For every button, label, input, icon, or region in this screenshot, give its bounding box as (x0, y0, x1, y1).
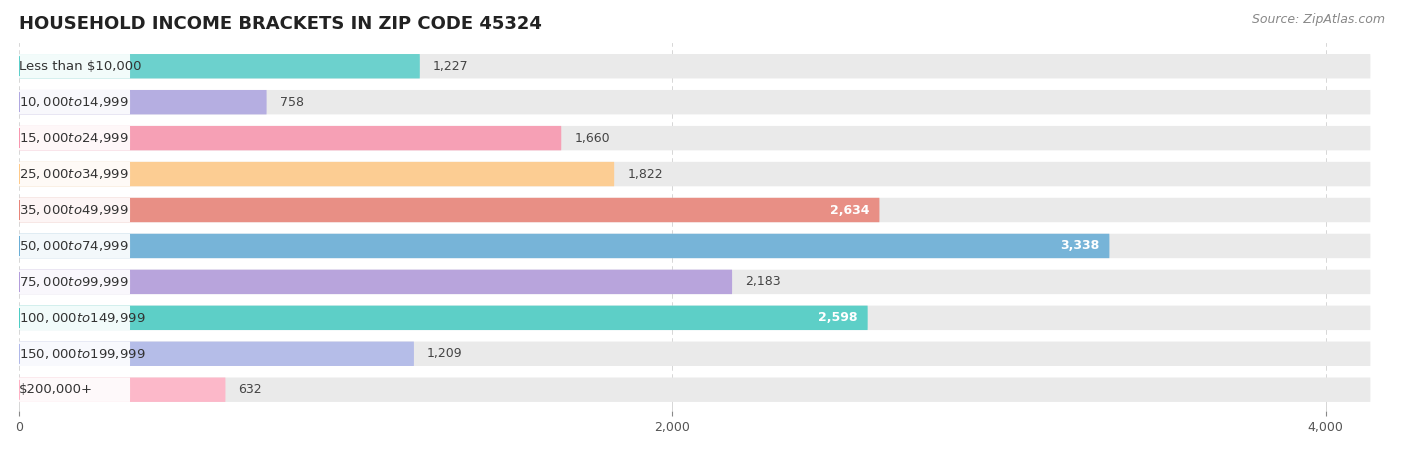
Text: 2,598: 2,598 (818, 311, 858, 324)
Text: $200,000+: $200,000+ (20, 383, 93, 396)
Text: 2,183: 2,183 (745, 275, 780, 288)
FancyBboxPatch shape (20, 162, 131, 186)
FancyBboxPatch shape (20, 378, 225, 402)
FancyBboxPatch shape (20, 198, 1371, 222)
Text: 1,660: 1,660 (574, 132, 610, 145)
Text: 1,209: 1,209 (427, 347, 463, 360)
FancyBboxPatch shape (20, 90, 267, 114)
FancyBboxPatch shape (20, 162, 614, 186)
FancyBboxPatch shape (20, 270, 733, 294)
FancyBboxPatch shape (20, 270, 1371, 294)
Text: $150,000 to $199,999: $150,000 to $199,999 (20, 347, 146, 361)
Text: $15,000 to $24,999: $15,000 to $24,999 (20, 131, 129, 145)
FancyBboxPatch shape (20, 342, 131, 366)
FancyBboxPatch shape (20, 234, 131, 258)
FancyBboxPatch shape (20, 342, 1371, 366)
Text: $25,000 to $34,999: $25,000 to $34,999 (20, 167, 129, 181)
Text: $50,000 to $74,999: $50,000 to $74,999 (20, 239, 129, 253)
Text: 1,822: 1,822 (627, 167, 662, 180)
Text: $100,000 to $149,999: $100,000 to $149,999 (20, 311, 146, 325)
FancyBboxPatch shape (20, 126, 131, 150)
Text: 632: 632 (239, 383, 262, 396)
FancyBboxPatch shape (20, 234, 1371, 258)
FancyBboxPatch shape (20, 54, 131, 79)
FancyBboxPatch shape (20, 90, 131, 114)
Text: $10,000 to $14,999: $10,000 to $14,999 (20, 95, 129, 109)
FancyBboxPatch shape (20, 54, 1371, 79)
FancyBboxPatch shape (20, 270, 131, 294)
FancyBboxPatch shape (20, 306, 868, 330)
Text: 2,634: 2,634 (830, 203, 870, 216)
FancyBboxPatch shape (20, 342, 413, 366)
FancyBboxPatch shape (20, 234, 1109, 258)
FancyBboxPatch shape (20, 198, 131, 222)
FancyBboxPatch shape (20, 306, 131, 330)
Text: Source: ZipAtlas.com: Source: ZipAtlas.com (1251, 13, 1385, 26)
FancyBboxPatch shape (20, 306, 1371, 330)
FancyBboxPatch shape (20, 378, 131, 402)
FancyBboxPatch shape (20, 198, 879, 222)
FancyBboxPatch shape (20, 54, 420, 79)
Text: HOUSEHOLD INCOME BRACKETS IN ZIP CODE 45324: HOUSEHOLD INCOME BRACKETS IN ZIP CODE 45… (20, 15, 541, 33)
Text: 3,338: 3,338 (1060, 239, 1099, 252)
Text: $75,000 to $99,999: $75,000 to $99,999 (20, 275, 129, 289)
Text: 1,227: 1,227 (433, 60, 468, 73)
FancyBboxPatch shape (20, 162, 1371, 186)
FancyBboxPatch shape (20, 126, 1371, 150)
Text: $35,000 to $49,999: $35,000 to $49,999 (20, 203, 129, 217)
Text: Less than $10,000: Less than $10,000 (20, 60, 142, 73)
Text: 758: 758 (280, 96, 304, 109)
FancyBboxPatch shape (20, 126, 561, 150)
FancyBboxPatch shape (20, 378, 1371, 402)
FancyBboxPatch shape (20, 90, 1371, 114)
